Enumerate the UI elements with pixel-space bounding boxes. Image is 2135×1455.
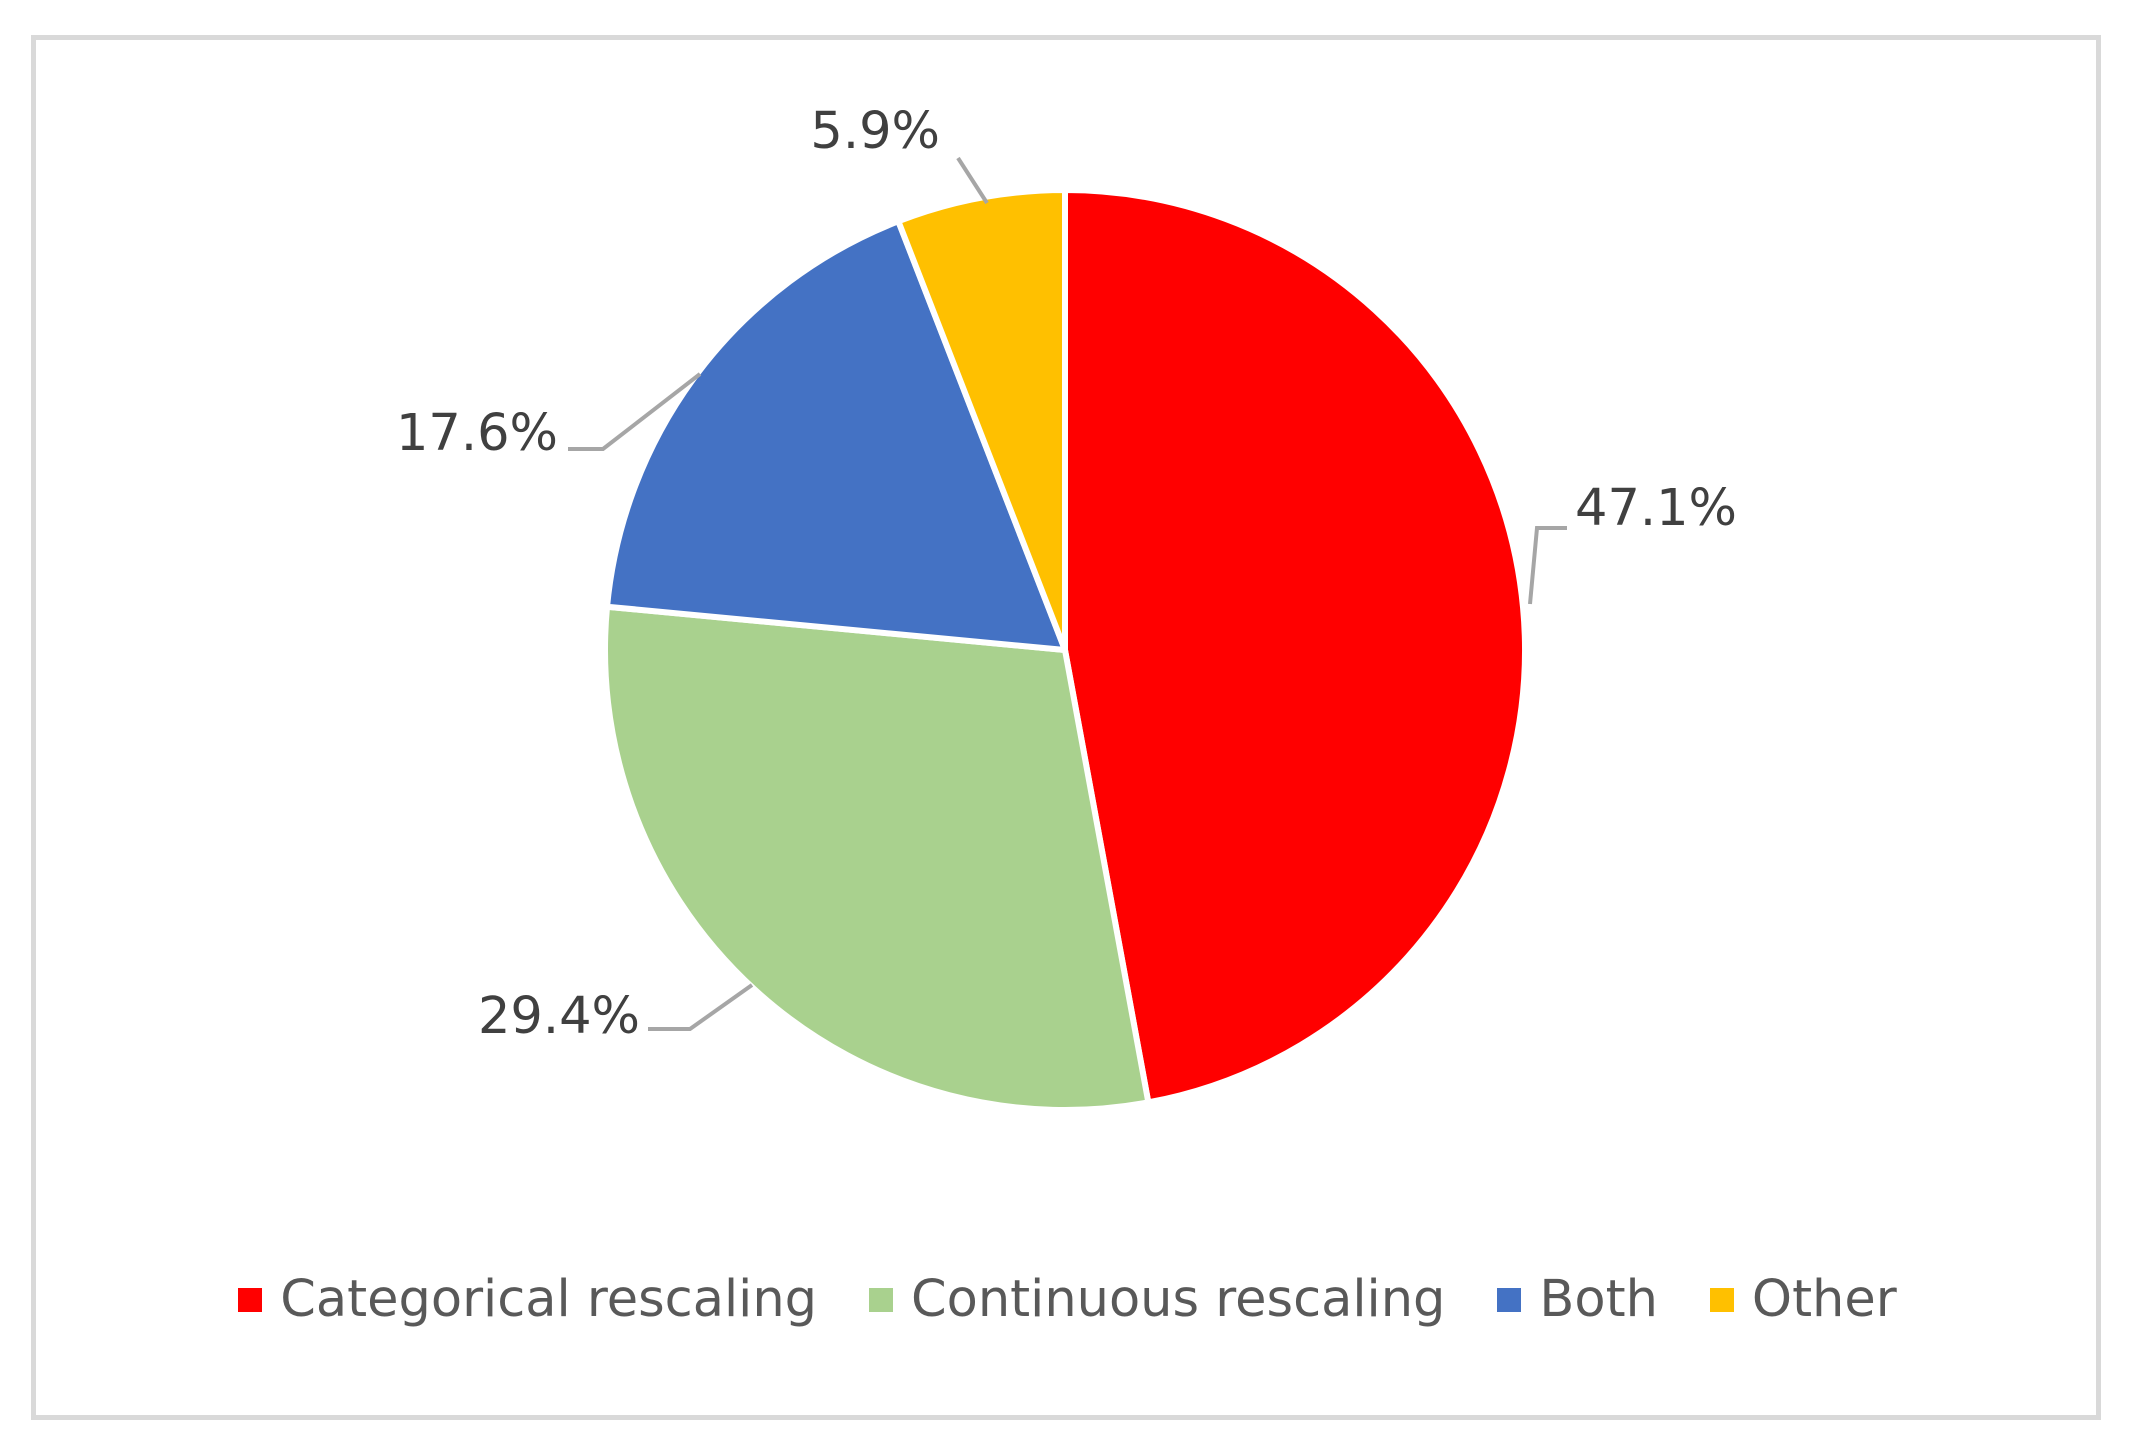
- data-label-other: 5.9%: [810, 102, 940, 161]
- pie-slice-categorical-rescaling: [1062, 187, 1528, 1106]
- data-label-categorical-rescaling: 47.1%: [1575, 479, 1737, 538]
- data-labels: 47.1% 29.4% 17.6% 5.9%: [396, 102, 1737, 1046]
- data-label-continuous-rescaling: 29.4%: [478, 987, 640, 1046]
- legend-item-other: Other: [1709, 1270, 1897, 1329]
- leader-line-both: [568, 372, 702, 451]
- legend-item-continuous-rescaling: Continuous rescaling: [869, 1270, 1445, 1329]
- legend-item-both: Both: [1497, 1270, 1658, 1329]
- pie-slice-other: [895, 187, 1068, 653]
- legend-swatch-both: [1497, 1287, 1522, 1312]
- leader-line-other: [956, 156, 989, 205]
- data-label-both: 17.6%: [396, 404, 558, 463]
- leader-line-categorical-rescaling: [1528, 526, 1567, 605]
- legend-label-continuous-rescaling: Continuous rescaling: [911, 1270, 1446, 1329]
- legend-label-other: Other: [1751, 1270, 1897, 1329]
- legend-label-both: Both: [1539, 1270, 1658, 1329]
- legend: Categorical rescaling Continuous rescali…: [0, 1270, 2135, 1329]
- pie-slice-continuous-rescaling: [602, 603, 1152, 1113]
- leader-lines: [568, 156, 1567, 1031]
- legend-label-categorical-rescaling: Categorical rescaling: [280, 1270, 818, 1329]
- leader-line-continuous-rescaling: [648, 983, 754, 1031]
- pie-slices: [602, 187, 1528, 1113]
- legend-item-categorical-rescaling: Categorical rescaling: [238, 1270, 817, 1329]
- pie-slice-both: [604, 218, 1068, 653]
- legend-swatch-other: [1709, 1287, 1734, 1312]
- legend-swatch-continuous-rescaling: [869, 1287, 894, 1312]
- legend-swatch-categorical-rescaling: [238, 1287, 263, 1312]
